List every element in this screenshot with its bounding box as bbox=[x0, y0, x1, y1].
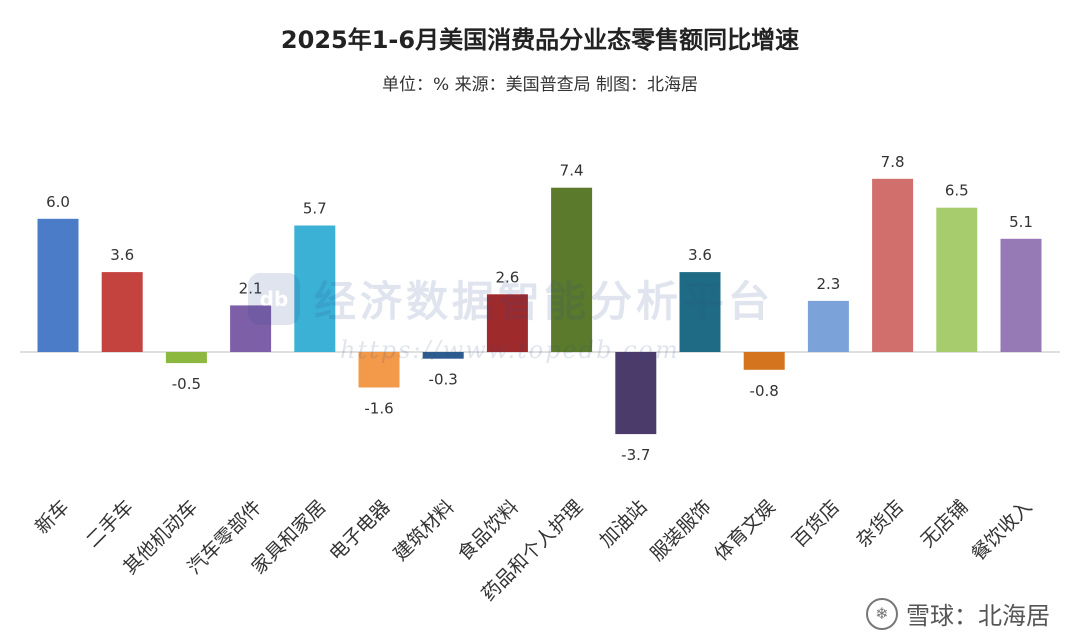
data-label-8: 7.4 bbox=[560, 162, 584, 180]
footer-text: 雪球：北海居 bbox=[906, 602, 1050, 630]
bar-5 bbox=[358, 352, 400, 388]
bar-15 bbox=[1000, 238, 1042, 352]
data-label-0: 6.0 bbox=[46, 193, 70, 211]
snowball-icon: ❄ bbox=[866, 597, 898, 630]
category-label-5: 电子电器 bbox=[325, 496, 394, 565]
data-label-13: 7.8 bbox=[881, 153, 905, 171]
bar-4 bbox=[294, 225, 336, 352]
data-label-14: 6.5 bbox=[945, 182, 969, 200]
bar-6 bbox=[422, 352, 464, 359]
data-label-15: 5.1 bbox=[1009, 213, 1033, 231]
bar-12 bbox=[807, 300, 849, 352]
data-label-4: 5.7 bbox=[303, 200, 327, 218]
data-label-5: -1.6 bbox=[364, 400, 393, 418]
bar-7 bbox=[486, 294, 528, 352]
data-label-3: 2.1 bbox=[239, 279, 263, 297]
bar-8 bbox=[551, 187, 593, 352]
bar-1 bbox=[101, 272, 143, 352]
data-label-1: 3.6 bbox=[110, 246, 134, 264]
category-label-13: 杂货店 bbox=[852, 496, 908, 552]
bar-9 bbox=[615, 352, 657, 435]
category-label-1: 二手车 bbox=[82, 496, 138, 552]
bar-13 bbox=[872, 178, 914, 352]
data-label-9: -3.7 bbox=[621, 446, 650, 464]
data-label-2: -0.5 bbox=[172, 375, 201, 393]
category-label-11: 体育文娱 bbox=[710, 496, 779, 565]
footer-credit: ❄ 雪球：北海居 bbox=[866, 596, 1050, 631]
category-label-9: 加油站 bbox=[595, 496, 651, 552]
data-label-11: -0.8 bbox=[750, 382, 779, 400]
category-label-6: 建筑材料 bbox=[389, 496, 458, 565]
category-label-10: 服装服饰 bbox=[646, 496, 715, 565]
bar-10 bbox=[679, 272, 721, 352]
bar-14 bbox=[936, 207, 978, 352]
category-label-14: 无店铺 bbox=[916, 496, 972, 552]
data-label-6: -0.3 bbox=[429, 371, 458, 389]
category-label-15: 餐饮收入 bbox=[967, 496, 1036, 565]
data-label-10: 3.6 bbox=[688, 246, 712, 264]
category-label-0: 新车 bbox=[31, 496, 73, 538]
bar-2 bbox=[165, 352, 207, 364]
data-label-7: 2.6 bbox=[495, 268, 519, 286]
bar-3 bbox=[230, 305, 272, 352]
bar-11 bbox=[743, 352, 785, 370]
bar-0 bbox=[37, 218, 79, 352]
chart-subtitle: 单位：% 来源：美国普查局 制图：北海居 bbox=[382, 75, 698, 95]
chart-title: 2025年1-6月美国消费品分业态零售额同比增速 bbox=[280, 26, 800, 54]
data-label-12: 2.3 bbox=[816, 275, 840, 293]
category-label-12: 百货店 bbox=[788, 496, 844, 552]
